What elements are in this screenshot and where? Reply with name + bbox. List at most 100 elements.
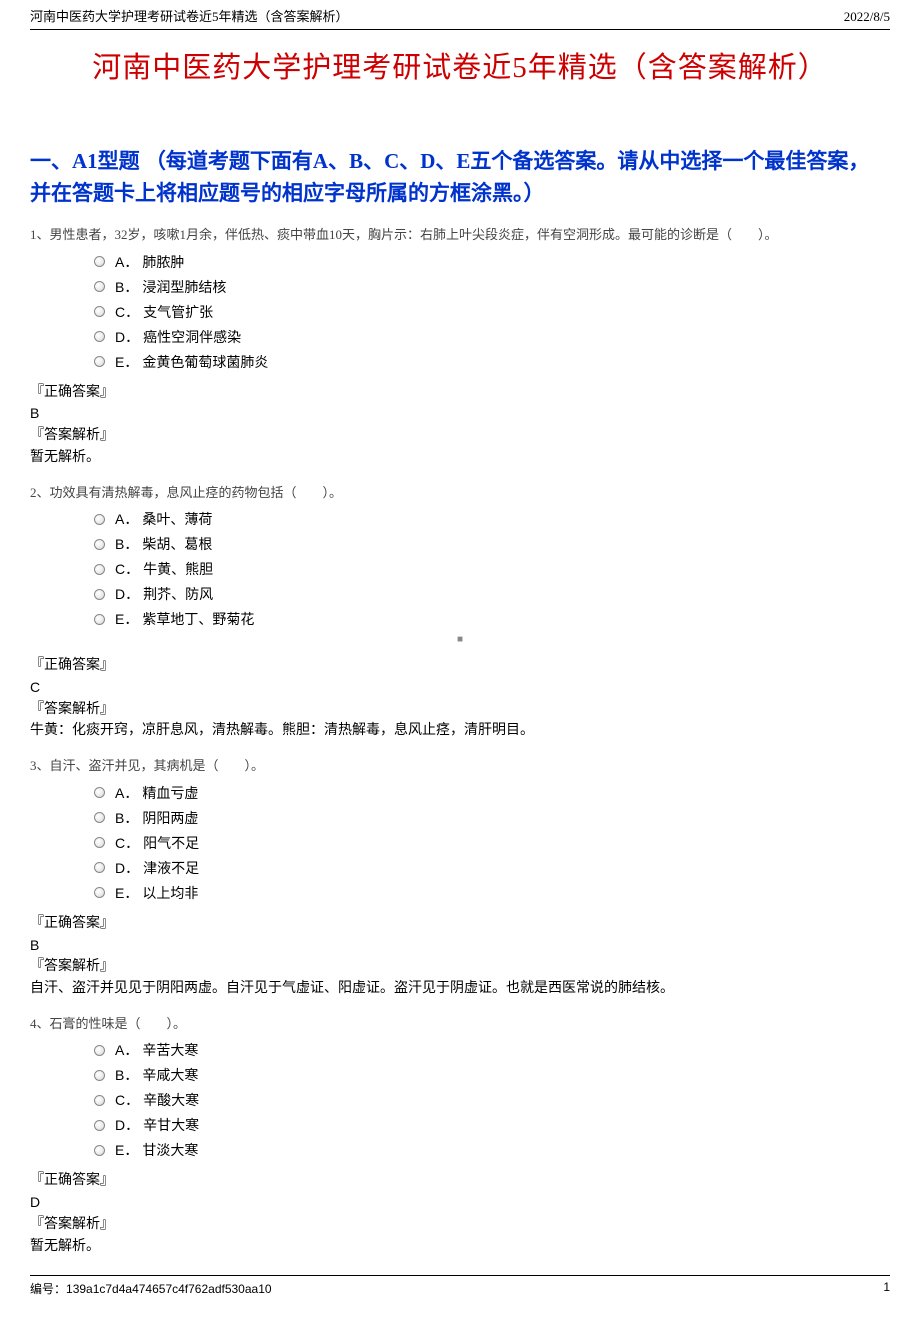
radio-icon [94,787,105,798]
option-c[interactable]: C．阳气不足 [94,833,890,853]
option-text: 柴胡、葛根 [142,534,212,554]
option-b[interactable]: B．浸润型肺结核 [94,277,890,297]
footer-id-label: 编号： [30,1282,66,1296]
analysis-label: 『答案解析』 [30,425,890,447]
option-letter: E． [115,609,138,629]
correct-answer-value: B [30,403,890,425]
options-list: A．肺脓肿 B．浸润型肺结核 C．支气管扩张 D．癌性空洞伴感染 E．金黄色葡萄… [30,252,890,372]
question-3: 3、自汗、盗汗并见，其病机是（ ）。 A．精血亏虚 B．阴阳两虚 C．阳气不足 … [30,756,890,1000]
option-b[interactable]: B．辛咸大寒 [94,1065,890,1085]
analysis-text: 牛黄：化痰开窍，凉肝息风，清热解毒。熊胆：清热解毒，息风止痉，清肝明目。 [30,720,890,742]
option-letter: A． [115,509,138,529]
option-e[interactable]: E．金黄色葡萄球菌肺炎 [94,352,890,372]
radio-icon [94,281,105,292]
radio-icon [94,331,105,342]
option-letter: B． [115,534,138,554]
correct-answer-label: 『正确答案』 [30,382,890,404]
option-text: 津液不足 [143,858,199,878]
option-letter: D． [115,1115,139,1135]
options-list: A．辛苦大寒 B．辛咸大寒 C．辛酸大寒 D．辛甘大寒 E．甘淡大寒 [30,1040,890,1160]
option-text: 辛甘大寒 [143,1115,199,1135]
option-text: 以上均非 [142,883,198,903]
option-a[interactable]: A．肺脓肿 [94,252,890,272]
options-list: A．精血亏虚 B．阴阳两虚 C．阳气不足 D．津液不足 E．以上均非 [30,783,890,903]
option-text: 精血亏虚 [142,783,198,803]
option-d[interactable]: D．辛甘大寒 [94,1115,890,1135]
option-text: 阳气不足 [143,833,199,853]
question-stem: 3、自汗、盗汗并见，其病机是（ ）。 [30,756,890,777]
option-letter: D． [115,327,139,347]
radio-icon [94,1145,105,1156]
radio-icon [94,812,105,823]
correct-answer-value: C [30,677,890,699]
option-letter: C． [115,1090,139,1110]
analysis-label: 『答案解析』 [30,699,890,721]
analysis-text: 暂无解析。 [30,1236,890,1258]
correct-answer-label: 『正确答案』 [30,655,890,677]
question-stem: 4、石膏的性味是（ ）。 [30,1014,890,1035]
radio-icon [94,1120,105,1131]
footer-page-number: 1 [883,1280,890,1297]
option-letter: B． [115,1065,138,1085]
option-d[interactable]: D．荆芥、防风 [94,584,890,604]
option-letter: A． [115,783,138,803]
option-a[interactable]: A．辛苦大寒 [94,1040,890,1060]
option-letter: C． [115,833,139,853]
option-letter: C． [115,302,139,322]
option-letter: B． [115,808,138,828]
radio-icon [94,614,105,625]
option-b[interactable]: B．阴阳两虚 [94,808,890,828]
option-letter: A． [115,1040,138,1060]
correct-answer-label: 『正确答案』 [30,913,890,935]
option-text: 支气管扩张 [143,302,213,322]
option-d[interactable]: D．津液不足 [94,858,890,878]
option-letter: B． [115,277,138,297]
option-text: 桑叶、薄荷 [142,509,212,529]
option-d[interactable]: D．癌性空洞伴感染 [94,327,890,347]
radio-icon [94,1070,105,1081]
option-text: 甘淡大寒 [142,1140,198,1160]
main-title: 河南中医药大学护理考研试卷近5年精选（含答案解析） [30,44,890,86]
question-4: 4、石膏的性味是（ ）。 A．辛苦大寒 B．辛咸大寒 C．辛酸大寒 D．辛甘大寒… [30,1014,890,1258]
option-text: 牛黄、熊胆 [143,559,213,579]
radio-icon [94,256,105,267]
option-e[interactable]: E．紫草地丁、野菊花 [94,609,890,629]
analysis-label: 『答案解析』 [30,956,890,978]
option-e[interactable]: E．甘淡大寒 [94,1140,890,1160]
option-c[interactable]: C．支气管扩张 [94,302,890,322]
radio-icon [94,862,105,873]
page-container: 河南中医药大学护理考研试卷近5年精选（含答案解析） 2022/8/5 河南中医药… [0,0,920,1317]
option-text: 阴阳两虚 [142,808,198,828]
footer-id: 编号：139a1c7d4a474657c4f762adf530aa10 [30,1280,272,1297]
option-letter: D． [115,584,139,604]
option-a[interactable]: A．精血亏虚 [94,783,890,803]
radio-icon [94,1095,105,1106]
option-text: 辛咸大寒 [142,1065,198,1085]
option-text: 癌性空洞伴感染 [143,327,241,347]
option-b[interactable]: B．柴胡、葛根 [94,534,890,554]
option-letter: D． [115,858,139,878]
analysis-text: 暂无解析。 [30,447,890,469]
radio-icon [94,514,105,525]
center-mark-icon: ■ [30,634,890,645]
analysis-label: 『答案解析』 [30,1214,890,1236]
option-e[interactable]: E．以上均非 [94,883,890,903]
answer-block: 『正确答案』 B 『答案解析』 自汗、盗汗并见见于阴阳两虚。自汗见于气虚证、阳虚… [30,913,890,1000]
radio-icon [94,887,105,898]
header-date: 2022/8/5 [844,9,890,25]
option-letter: A． [115,252,138,272]
option-a[interactable]: A．桑叶、薄荷 [94,509,890,529]
radio-icon [94,1045,105,1056]
option-text: 荆芥、防风 [143,584,213,604]
correct-answer-label: 『正确答案』 [30,1170,890,1192]
radio-icon [94,306,105,317]
correct-answer-value: D [30,1192,890,1214]
analysis-text: 自汗、盗汗并见见于阴阳两虚。自汗见于气虚证、阳虚证。盗汗见于阴虚证。也就是西医常… [30,978,890,1000]
option-c[interactable]: C．牛黄、熊胆 [94,559,890,579]
footer-id-value: 139a1c7d4a474657c4f762adf530aa10 [66,1282,272,1296]
option-text: 肺脓肿 [142,252,184,272]
option-c[interactable]: C．辛酸大寒 [94,1090,890,1110]
answer-block: 『正确答案』 B 『答案解析』 暂无解析。 [30,382,890,469]
radio-icon [94,589,105,600]
question-2: 2、功效具有清热解毒，息风止痉的药物包括（ ）。 A．桑叶、薄荷 B．柴胡、葛根… [30,483,890,743]
